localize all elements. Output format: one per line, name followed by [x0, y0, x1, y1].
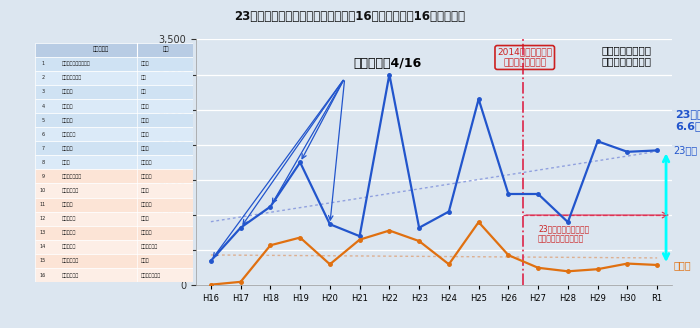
Text: 品川区: 品川区	[141, 61, 149, 66]
Text: 石神井公園: 石神井公園	[62, 132, 76, 137]
Text: 8: 8	[41, 160, 44, 165]
Text: 台東区: 台東区	[141, 104, 149, 109]
Text: お墓調査地4/16: お墓調査地4/16	[354, 57, 422, 71]
Text: 港区: 港区	[141, 75, 146, 80]
Bar	[35, 141, 193, 155]
Text: 谷中霊園: 谷中霊園	[62, 104, 74, 109]
Text: 八王子市: 八王子市	[141, 230, 152, 235]
Bar	[35, 99, 193, 113]
Text: 八王子霊園: 八王子霊園	[62, 230, 76, 235]
Text: 12: 12	[40, 216, 46, 221]
Bar	[35, 212, 193, 226]
Bar	[35, 43, 193, 57]
Text: 青山霊園: 青山霊園	[62, 90, 74, 94]
Text: 13: 13	[40, 230, 46, 235]
Text: 練馬区: 練馬区	[141, 132, 149, 137]
Text: 23区部: 23区部	[673, 145, 698, 155]
Text: 瑞穂高等学校: 瑞穂高等学校	[62, 273, 79, 277]
Text: 4: 4	[41, 104, 44, 109]
Text: 給公園: 給公園	[62, 160, 71, 165]
Text: 7: 7	[41, 146, 44, 151]
Bar	[35, 226, 193, 240]
Bar	[35, 268, 193, 282]
Text: 23区部は下値切り上げ
新たな予防対策効果無: 23区部は下値切り上げ 新たな予防対策効果無	[538, 224, 589, 244]
Text: 神代植物公園: 神代植物公園	[62, 258, 79, 263]
Text: 足立区: 足立区	[141, 146, 149, 151]
Text: 1: 1	[41, 61, 44, 66]
Text: 9: 9	[41, 174, 44, 179]
Text: 3: 3	[41, 90, 44, 94]
Text: 西多摩郡瑞穂町: 西多摩郡瑞穂町	[141, 273, 161, 277]
Text: 港区: 港区	[141, 90, 146, 94]
Text: 筠山公園: 筠山公園	[62, 202, 74, 207]
Text: 調査施設名: 調査施設名	[93, 47, 109, 52]
Bar	[35, 169, 193, 183]
Text: お台場海浜公園: お台場海浜公園	[62, 75, 82, 80]
Text: 豊島区: 豊島区	[141, 118, 149, 123]
Text: 埼玉県行田市: 埼玉県行田市	[141, 244, 158, 249]
Text: 2014年代々木公園
からデング熱拡散: 2014年代々木公園 からデング熱拡散	[497, 48, 552, 67]
Bar	[35, 183, 193, 197]
Bar	[35, 155, 193, 169]
Text: 薬刑を投入しても
右肩上がりが続く: 薬刑を投入しても 右肩上がりが続く	[601, 45, 651, 67]
Bar	[35, 85, 193, 99]
Text: 15: 15	[40, 258, 46, 263]
Text: 5: 5	[41, 118, 44, 123]
Bar	[35, 240, 193, 254]
Bar	[35, 113, 193, 127]
Text: 井の頭恩領公園: 井の頭恩領公園	[62, 174, 82, 179]
Text: 今人公園: 今人公園	[62, 146, 74, 151]
Bar	[35, 254, 193, 268]
Text: 日野市: 日野市	[141, 188, 149, 193]
Text: 6: 6	[41, 132, 44, 137]
Text: 多摩部: 多摩部	[673, 260, 691, 270]
Text: 23区部、多摩部ヒトスジシマカ平成16年～令和元年16年間の推移: 23区部、多摩部ヒトスジシマカ平成16年～令和元年16年間の推移	[234, 10, 466, 23]
Text: 地域: 地域	[162, 47, 169, 52]
Text: 小山田緑地: 小山田緑地	[62, 216, 76, 221]
Bar	[35, 127, 193, 141]
Text: 東村山市: 東村山市	[141, 202, 152, 207]
Text: 11: 11	[40, 202, 46, 207]
Text: 染井霊園: 染井霊園	[62, 118, 74, 123]
Text: 14: 14	[40, 244, 46, 249]
Text: 武蔵野市: 武蔵野市	[141, 174, 152, 179]
Text: 多摩動物公園: 多摩動物公園	[62, 188, 79, 193]
Text: 世田谷区: 世田谷区	[141, 160, 152, 165]
Bar	[35, 197, 193, 212]
Text: 薬用植物園: 薬用植物園	[62, 244, 76, 249]
Text: 調布市: 調布市	[141, 258, 149, 263]
Text: 23区部
6.6倍多い: 23区部 6.6倍多い	[675, 110, 700, 131]
Text: 大井ふ頭中央海浜公園: 大井ふ頭中央海浜公園	[62, 61, 90, 66]
Bar	[35, 57, 193, 71]
Text: 10: 10	[40, 188, 46, 193]
Text: 2: 2	[41, 75, 44, 80]
Bar	[35, 71, 193, 85]
Text: 16: 16	[40, 273, 46, 277]
Text: 町田市: 町田市	[141, 216, 149, 221]
